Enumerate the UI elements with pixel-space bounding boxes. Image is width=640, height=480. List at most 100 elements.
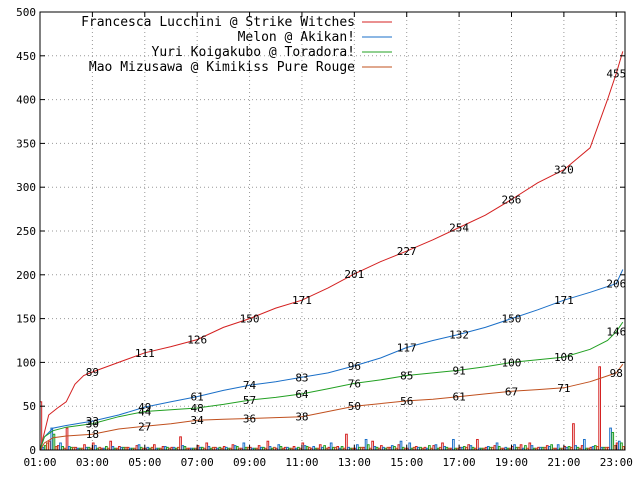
bar-3 (340, 445, 344, 451)
bar-1 (598, 366, 601, 451)
legend: Francesca Lucchini @ Strike WitchesMelon… (81, 15, 392, 75)
data-labels: 89 111 126 150 171 201 227 254 286 320 455 33 49 61 74… (86, 67, 626, 441)
series-line-4 (39, 363, 624, 451)
bar-1 (414, 445, 418, 451)
bar-3 (550, 444, 553, 451)
bar-2 (434, 444, 438, 451)
bar-2 (486, 445, 490, 451)
y-tick-label: 450 (16, 50, 36, 63)
x-tick-label: 15:00 (390, 456, 423, 469)
data-label: 27 (138, 420, 151, 433)
data-label: 67 (505, 385, 518, 398)
legend-label: Melon @ Akikan! (238, 30, 355, 45)
bar-4 (613, 445, 617, 451)
bar-2 (59, 442, 62, 451)
data-label: 146 (606, 326, 626, 339)
bar-1 (179, 436, 182, 451)
data-label: 96 (348, 360, 361, 373)
bar-1 (528, 442, 532, 451)
data-label: 85 (400, 370, 413, 383)
bar-1 (257, 445, 261, 451)
bar-3 (61, 445, 65, 451)
bar-3 (305, 445, 309, 451)
bar-2 (356, 444, 359, 451)
bar-2 (373, 445, 377, 451)
bar-2 (399, 440, 403, 451)
bar-3 (323, 445, 326, 451)
data-label: 33 (86, 415, 99, 428)
bar-1 (56, 445, 60, 451)
bar-2 (556, 444, 560, 451)
bar-2 (94, 445, 97, 451)
x-tick-label: 17:00 (443, 456, 476, 469)
data-label: 150 (240, 313, 260, 326)
y-tick-label: 0 (29, 444, 36, 457)
data-label: 286 (502, 193, 522, 206)
bar-1 (153, 444, 156, 451)
series-line-1 (39, 51, 624, 451)
data-label: 91 (452, 364, 465, 377)
bar-3 (279, 445, 283, 451)
bar-1 (345, 433, 348, 451)
data-label: 49 (138, 401, 151, 414)
x-tick-label: 19:00 (495, 456, 528, 469)
bar-2 (548, 445, 551, 451)
bar-2 (268, 445, 272, 451)
x-tick-label: 03:00 (76, 456, 109, 469)
bar-2 (242, 442, 246, 451)
data-label: 34 (191, 414, 205, 427)
bar-1 (48, 440, 51, 451)
bar-2 (390, 445, 394, 451)
y-tick-label: 350 (16, 137, 36, 150)
bar-2 (408, 442, 412, 451)
bar-1 (432, 445, 436, 451)
data-label: 64 (295, 388, 309, 401)
bar-2 (312, 445, 316, 451)
bar-1 (161, 445, 165, 451)
data-label: 150 (502, 313, 522, 326)
data-label: 132 (449, 328, 469, 341)
data-label: 117 (397, 342, 417, 355)
y-tick-label: 300 (16, 181, 36, 194)
data-label: 254 (449, 221, 469, 234)
bar-1 (476, 438, 479, 451)
data-label: 455 (606, 67, 626, 80)
data-label: 83 (295, 371, 308, 384)
bar-2 (583, 438, 586, 451)
bar-2 (495, 442, 499, 451)
bar-3 (235, 445, 239, 451)
data-label: 48 (191, 402, 204, 415)
bar-1 (336, 445, 340, 451)
series-line-3 (39, 321, 624, 451)
bar-1 (292, 445, 296, 451)
bar-2 (329, 442, 333, 451)
bar-1 (380, 445, 383, 451)
bar-3 (366, 444, 370, 451)
bar-1 (467, 444, 471, 451)
data-label: 56 (400, 395, 413, 408)
data-label: 171 (554, 294, 574, 307)
bar-2 (207, 445, 211, 451)
legend-label: Mao Mizusawa @ Kimikiss Pure Rouge (89, 60, 355, 75)
line-series (39, 51, 624, 451)
bar-3 (524, 445, 527, 451)
bar-1 (371, 440, 374, 451)
bar-2 (591, 445, 595, 451)
bar-2 (469, 445, 473, 451)
bar-3 (593, 445, 597, 451)
data-label: 201 (344, 268, 364, 281)
bar-3 (183, 445, 187, 451)
series-line-2 (39, 269, 624, 451)
y-tick-label: 400 (16, 94, 36, 107)
bar-1 (519, 444, 523, 451)
bar-1 (580, 445, 584, 451)
data-label: 38 (295, 411, 308, 424)
bar-3 (52, 433, 56, 451)
bar-2 (513, 444, 516, 451)
data-label: 61 (452, 391, 465, 404)
data-label: 111 (135, 347, 155, 360)
bar-series (39, 366, 625, 451)
x-axis-ticks: 01:00 03:00 05:00 07:00 09:00 11:00 13:00 15:00… (23, 12, 633, 469)
legend-label: Yuri Koigakubo @ Toradora! (152, 45, 356, 60)
